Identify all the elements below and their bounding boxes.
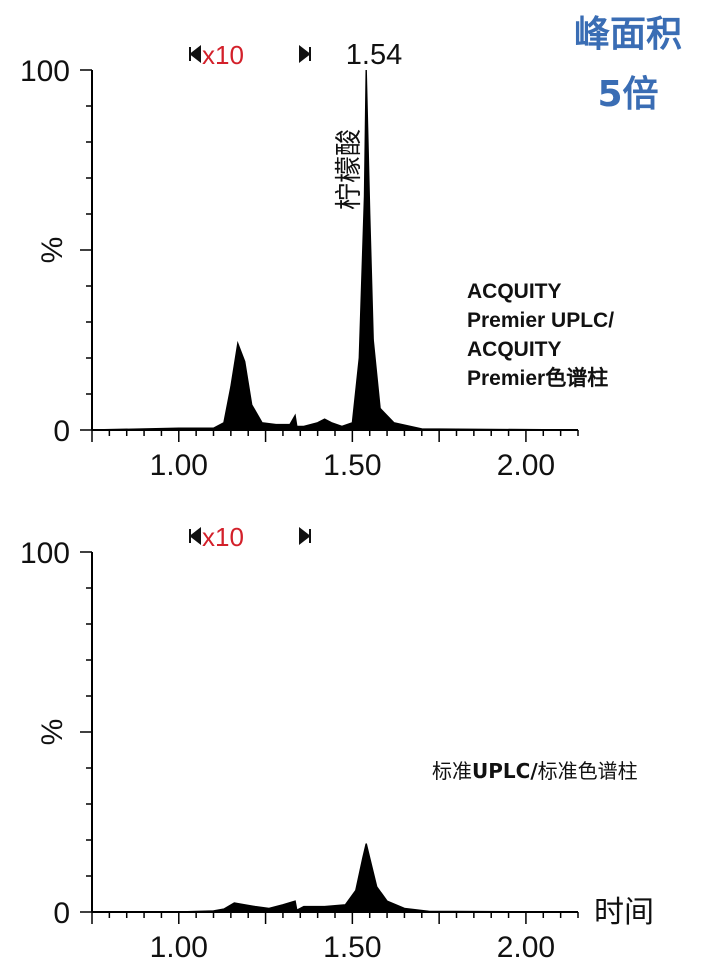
- bottom-y-tick-label-1: %: [36, 719, 69, 746]
- top-plot: 0% 100 1.00 1.50 2.00: [20, 55, 579, 482]
- bottom-zoom-left-arrow-icon: [189, 526, 201, 546]
- bottom-column-label-part-3: 标准色谱柱: [538, 759, 638, 783]
- bottom-plot: 0% 100 1.00 1.50 2.00: [20, 537, 579, 959]
- top-x-tick-label-0: 1.00: [150, 449, 208, 482]
- bottom-column-label-part-2: UPLC/: [472, 759, 538, 783]
- top-column-label-line-1: ACQUITY: [467, 280, 562, 303]
- top-y-tick-label-0: 0: [53, 415, 70, 448]
- bottom-zoom-right-arrow-icon: [299, 526, 311, 546]
- bottom-zoom-label: x10: [202, 522, 244, 552]
- headline-line1: 峰面积: [574, 14, 682, 55]
- bottom-panel: x10 标准UPLC/标准色谱柱 时间: [189, 522, 654, 930]
- bottom-x-tick-label-0: 1.00: [150, 931, 208, 959]
- bottom-y-tick-label-2: 100: [20, 537, 70, 570]
- bottom-column-label: 标准UPLC/标准色谱柱: [432, 759, 638, 783]
- top-column-label-line-4: Premier色谱柱: [467, 366, 608, 390]
- bottom-x-tick-label-1: 1.50: [323, 931, 381, 959]
- bottom-column-label-part-1: 标准: [432, 759, 472, 783]
- bottom-y-tick-label-0: 0: [53, 897, 70, 930]
- top-y-tick-label-1: %: [36, 237, 69, 264]
- top-peak-label: 1.54: [346, 39, 402, 71]
- top-trace-line: [91, 69, 579, 431]
- top-panel: x10 1.54 柠檬酸 ACQUITY Premier UPLC/ ACQUI…: [189, 39, 614, 390]
- headline-line2: 5倍: [597, 74, 658, 115]
- top-zoom-label: x10: [202, 40, 244, 70]
- top-compound-label: 柠檬酸: [334, 129, 365, 210]
- top-x-tick-label-2: 2.00: [497, 449, 555, 482]
- top-zoom-right-arrow-icon: [299, 44, 311, 64]
- top-x-tick-label-1: 1.50: [323, 449, 381, 482]
- top-column-label-line-3: ACQUITY: [467, 338, 562, 361]
- top-column-label-line-2: Premier UPLC/: [467, 309, 614, 332]
- bottom-trace-line: [92, 843, 579, 913]
- top-y-tick-label-2: 100: [20, 55, 70, 88]
- x-axis-title: 时间: [594, 895, 654, 930]
- bottom-zoom-marker: x10: [189, 522, 311, 552]
- bottom-peak-fill: [92, 843, 578, 912]
- top-zoom-marker: x10: [189, 40, 311, 70]
- bottom-x-tick-label-2: 2.00: [497, 931, 555, 959]
- top-column-label: ACQUITY Premier UPLC/ ACQUITY Premier色谱柱: [467, 280, 614, 390]
- top-zoom-left-arrow-icon: [189, 44, 201, 64]
